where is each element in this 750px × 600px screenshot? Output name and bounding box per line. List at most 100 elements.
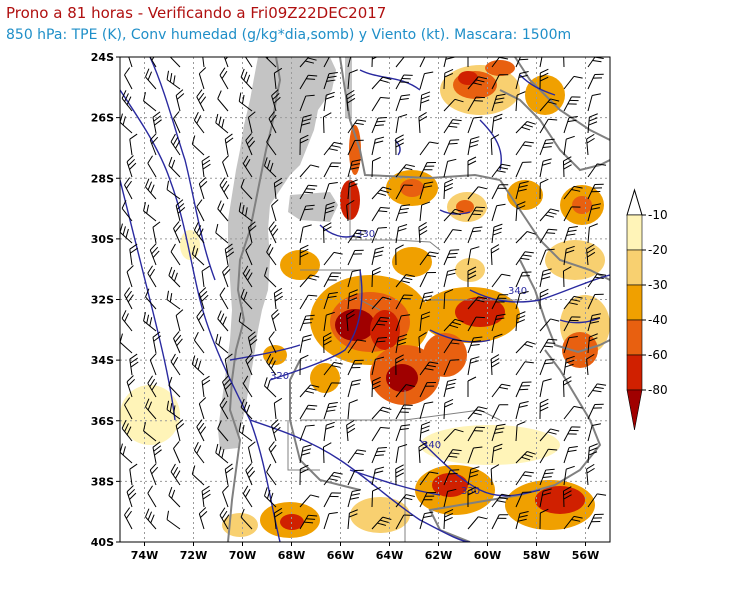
- wind-barb: [562, 57, 565, 68]
- wind-barb: [299, 134, 309, 156]
- wind-barb: [467, 446, 483, 464]
- wind-barb: [515, 161, 532, 178]
- wind-barb: [562, 156, 572, 178]
- wind-barb: [467, 486, 477, 507]
- wind-barb: [586, 463, 595, 486]
- wind-barb: [266, 463, 277, 486]
- wind-barb: [215, 223, 229, 244]
- tpe-contours: [120, 57, 610, 542]
- wind-barb: [515, 511, 529, 530]
- wind-barb: [299, 494, 320, 508]
- wind-barb: [126, 375, 136, 398]
- wind-barb: [515, 291, 529, 310]
- wind-barb: [149, 133, 159, 156]
- wind-barb: [587, 443, 598, 464]
- wind-barb: [443, 288, 454, 310]
- wind-barb: [124, 67, 133, 90]
- wind-barb: [491, 514, 509, 530]
- wind-barb: [196, 89, 207, 112]
- wind-barb: [299, 184, 318, 200]
- wind-barb: [586, 133, 595, 156]
- wind-barb: [196, 419, 207, 442]
- wind-barb: [371, 426, 390, 442]
- wind-barb: [491, 273, 511, 288]
- wind-barb: [395, 244, 404, 266]
- coastline: [428, 89, 610, 542]
- wind-barb: [587, 113, 598, 134]
- colorbar-label: -20: [648, 243, 668, 257]
- wind-barb: [515, 421, 526, 442]
- wind-barb: [563, 335, 578, 354]
- wind-barb: [323, 311, 335, 332]
- wind-barb: [563, 185, 583, 200]
- wind-barb: [219, 507, 230, 530]
- wind-barb: [129, 243, 138, 266]
- wind-barb: [539, 98, 560, 112]
- wind-barb: [323, 201, 335, 222]
- wind-barb: [587, 333, 598, 354]
- wind-barb: [347, 449, 367, 464]
- wind-barb: [126, 155, 137, 178]
- wind-barb: [539, 158, 552, 178]
- wind-barb: [587, 403, 604, 420]
- wind-barb: [443, 318, 464, 332]
- wind-barb: [587, 183, 604, 200]
- wind-barb: [347, 379, 362, 398]
- wind-barb: [587, 223, 598, 244]
- wind-barb: [124, 507, 133, 530]
- wind-barb: [563, 355, 575, 376]
- contour-label: 320: [270, 371, 289, 382]
- wind-barb: [467, 96, 485, 112]
- wind-barb: [539, 448, 558, 464]
- lon-tick-label: 72W: [180, 549, 207, 562]
- wind-barb: [323, 471, 343, 486]
- wind-barb: [491, 163, 511, 178]
- wind-barb: [371, 296, 392, 310]
- wind-barb: [443, 488, 457, 508]
- wind-barb: [215, 333, 229, 354]
- wind-barb: [419, 57, 428, 68]
- wind-barb: [563, 465, 575, 486]
- wind-barb: [198, 67, 207, 90]
- wind-barb: [247, 111, 256, 134]
- wind-barb: [224, 243, 235, 266]
- colorbar-top-arrow: [626, 188, 643, 216]
- wind-barb: [563, 245, 575, 266]
- wind-barb: [198, 397, 207, 420]
- wind-barb: [299, 114, 312, 134]
- wind-barb: [222, 375, 232, 398]
- wind-barb: [245, 463, 256, 486]
- wind-barb: [515, 141, 534, 156]
- wind-barb: [419, 201, 431, 222]
- wind-barb: [371, 246, 385, 266]
- wind-barb: [175, 89, 185, 112]
- wind-barb: [467, 516, 488, 530]
- wind-barb: [419, 162, 436, 178]
- wind-barb: [515, 311, 526, 332]
- wind-barb: [152, 331, 162, 354]
- wind-barb: [395, 57, 407, 68]
- wind-barb: [491, 423, 506, 442]
- wind-barb: [395, 334, 408, 354]
- wind-barb: [587, 493, 607, 508]
- wind-barb: [149, 353, 157, 376]
- wind-barb: [419, 251, 439, 266]
- wind-barb: [419, 181, 434, 200]
- wind-barb: [443, 339, 462, 354]
- wind-barb: [166, 180, 181, 200]
- wind-barb: [515, 91, 526, 112]
- lon-tick-label: 64W: [376, 549, 403, 562]
- wind-barb: [443, 398, 454, 420]
- wind-barb: [491, 313, 506, 332]
- wind-barb: [395, 204, 411, 222]
- wind-barb: [121, 200, 133, 222]
- wind-barb: [198, 507, 208, 530]
- wind-barb: [173, 331, 183, 354]
- wind-barb: [299, 244, 309, 266]
- lon-tick-label: 58W: [523, 549, 550, 562]
- wind-barb: [347, 289, 358, 310]
- wind-barb: [215, 113, 229, 134]
- lon-tick-label: 74W: [131, 549, 158, 562]
- wind-barb: [152, 441, 162, 464]
- wind-barb: [247, 221, 257, 244]
